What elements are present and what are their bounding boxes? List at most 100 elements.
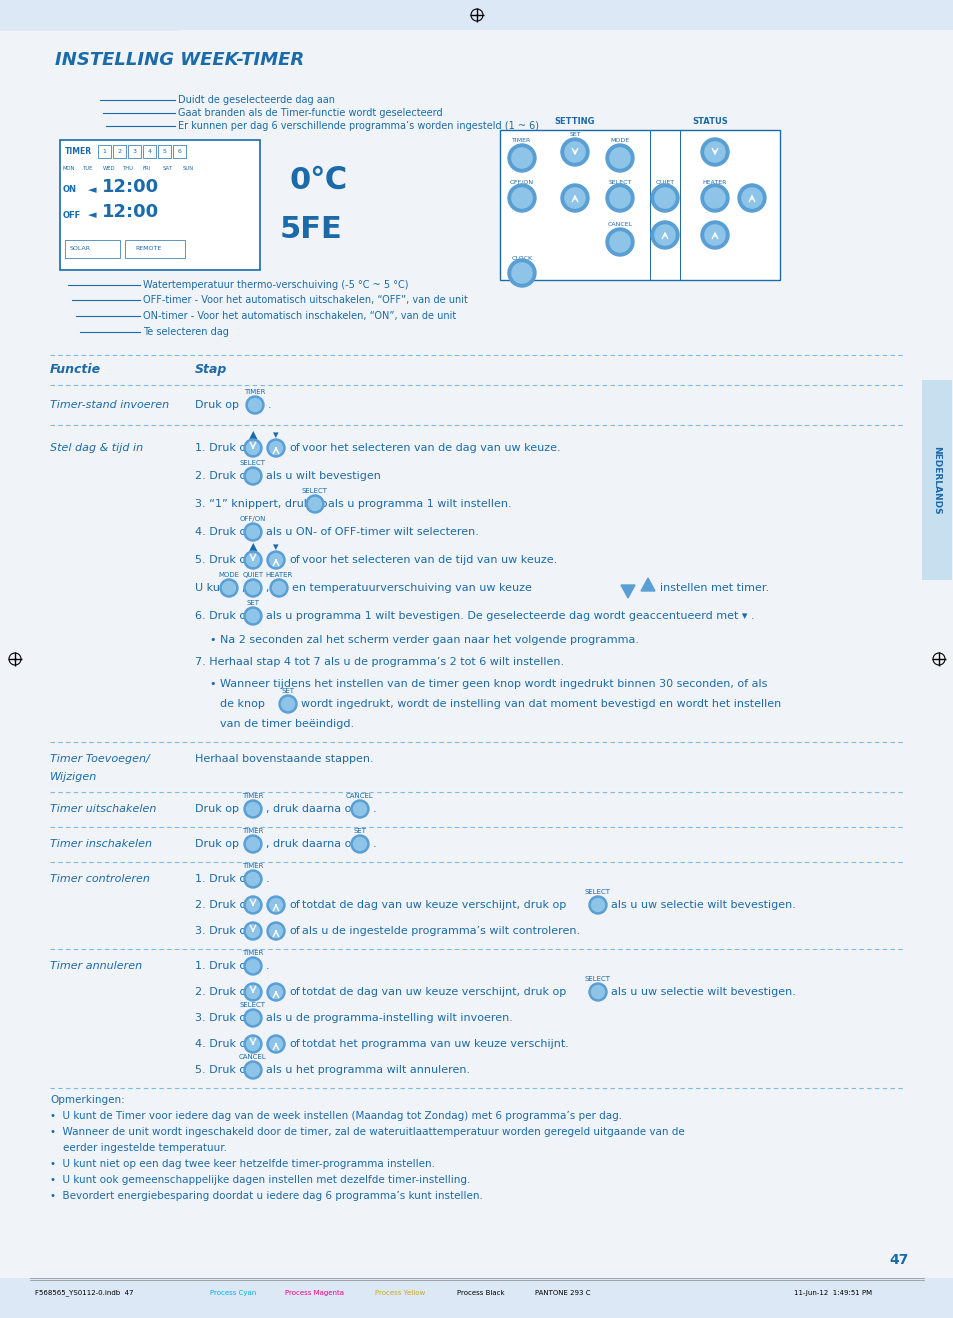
Text: en temperatuurverschuiving van uw keuze: en temperatuurverschuiving van uw keuze	[292, 583, 532, 593]
Text: ,: ,	[265, 583, 268, 593]
Text: als u wilt bevestigen: als u wilt bevestigen	[266, 471, 380, 481]
Circle shape	[605, 144, 634, 173]
Circle shape	[244, 579, 262, 597]
Text: F568565_YS0112-0.indb  47: F568565_YS0112-0.indb 47	[35, 1289, 133, 1297]
Circle shape	[270, 986, 282, 999]
Text: Duidt de geselecteerde dag aan: Duidt de geselecteerde dag aan	[178, 95, 335, 105]
Text: SUN: SUN	[183, 166, 193, 170]
Circle shape	[246, 873, 259, 886]
Text: •  U kunt ook gemeenschappelijke dagen instellen met dezelfde timer-instelling.: • U kunt ook gemeenschappelijke dagen in…	[50, 1176, 470, 1185]
Text: TIMER: TIMER	[242, 793, 263, 799]
Text: 1. Druk op: 1. Druk op	[194, 874, 253, 884]
Circle shape	[220, 579, 237, 597]
Text: MODE: MODE	[218, 572, 239, 579]
Circle shape	[246, 837, 259, 850]
Text: voor het selecteren van de tijd van uw keuze.: voor het selecteren van de tijd van uw k…	[302, 555, 557, 565]
Text: Timer controleren: Timer controleren	[50, 874, 150, 884]
Text: Stel dag & tijd in: Stel dag & tijd in	[50, 443, 143, 453]
Text: SET: SET	[569, 133, 580, 137]
Text: HEATER: HEATER	[265, 572, 293, 579]
Circle shape	[650, 221, 679, 249]
Circle shape	[704, 225, 724, 245]
Circle shape	[246, 1037, 259, 1050]
Circle shape	[244, 551, 262, 569]
Text: als u programma 1 wilt instellen.: als u programma 1 wilt instellen.	[328, 500, 511, 509]
Text: 2. Druk op: 2. Druk op	[194, 900, 253, 909]
Circle shape	[246, 1064, 259, 1077]
Circle shape	[278, 695, 296, 713]
Circle shape	[244, 523, 262, 540]
Bar	[921, 380, 951, 580]
Text: 5: 5	[162, 149, 166, 154]
Circle shape	[609, 188, 629, 208]
Circle shape	[609, 148, 629, 169]
Text: NEDERLANDS: NEDERLANDS	[931, 445, 941, 514]
Text: • Wanneer tijdens het instellen van de timer geen knop wordt ingedrukt binnen 30: • Wanneer tijdens het instellen van de t…	[210, 679, 766, 689]
Text: U kunt: U kunt	[194, 583, 232, 593]
Text: 1: 1	[103, 149, 107, 154]
Circle shape	[246, 899, 259, 912]
Circle shape	[246, 395, 264, 414]
Text: REMOTE: REMOTE	[135, 246, 161, 252]
Circle shape	[244, 983, 262, 1000]
Circle shape	[650, 185, 679, 212]
Circle shape	[267, 1035, 285, 1053]
Circle shape	[560, 138, 588, 166]
Text: de knop: de knop	[220, 699, 265, 709]
Text: 4. Druk op: 4. Druk op	[194, 1039, 253, 1049]
Circle shape	[244, 957, 262, 975]
Circle shape	[738, 185, 765, 212]
Text: SELECT: SELECT	[240, 1002, 266, 1008]
Circle shape	[273, 581, 285, 594]
Text: 5. Druk op: 5. Druk op	[194, 1065, 253, 1075]
Circle shape	[246, 924, 259, 937]
Text: Process Magenta: Process Magenta	[285, 1290, 344, 1296]
Text: 1. Druk op: 1. Druk op	[194, 443, 253, 453]
Text: ▲: ▲	[249, 430, 257, 440]
Bar	[0, 1278, 953, 1318]
Text: Opmerkingen:: Opmerkingen:	[50, 1095, 125, 1104]
Text: 12:00: 12:00	[102, 178, 159, 196]
Text: .: .	[266, 874, 270, 884]
Text: Gaat branden als de Timer-functie wordt geselecteerd: Gaat branden als de Timer-functie wordt …	[178, 108, 442, 119]
Circle shape	[244, 870, 262, 888]
Text: als u uw selectie wilt bevestigen.: als u uw selectie wilt bevestigen.	[610, 900, 795, 909]
Circle shape	[507, 260, 536, 287]
Bar	[65, 240, 120, 258]
Text: totdat het programma van uw keuze verschijnt.: totdat het programma van uw keuze versch…	[302, 1039, 568, 1049]
Text: Wijzigen: Wijzigen	[50, 772, 97, 782]
Circle shape	[351, 800, 369, 818]
Text: ▾: ▾	[273, 430, 278, 440]
Text: Functie: Functie	[50, 364, 101, 377]
Text: SELECT: SELECT	[302, 488, 328, 494]
Text: SET: SET	[281, 688, 294, 695]
Text: 47: 47	[888, 1253, 907, 1267]
Bar	[0, 0, 953, 30]
Circle shape	[246, 554, 259, 567]
Circle shape	[244, 439, 262, 457]
Text: Process Yellow: Process Yellow	[375, 1290, 425, 1296]
Circle shape	[244, 800, 262, 818]
Text: OFF/ON: OFF/ON	[510, 179, 534, 185]
Circle shape	[700, 138, 728, 166]
Text: Timer uitschakelen: Timer uitschakelen	[50, 804, 156, 815]
Circle shape	[354, 837, 366, 850]
Text: TUE: TUE	[83, 166, 93, 170]
Text: 2. Druk op: 2. Druk op	[194, 471, 253, 481]
Circle shape	[267, 439, 285, 457]
Text: Er kunnen per dag 6 verschillende programma’s worden ingesteld (1 ~ 6): Er kunnen per dag 6 verschillende progra…	[178, 121, 538, 130]
Circle shape	[700, 221, 728, 249]
Text: 5FE: 5FE	[280, 216, 342, 245]
Circle shape	[267, 923, 285, 940]
Circle shape	[246, 526, 259, 539]
Circle shape	[281, 697, 294, 710]
Text: ON-timer - Voor het automatisch inschakelen, “ON”, van de unit: ON-timer - Voor het automatisch inschake…	[143, 311, 456, 322]
Circle shape	[308, 497, 321, 510]
Circle shape	[246, 609, 259, 622]
Circle shape	[564, 142, 584, 162]
Text: 4: 4	[148, 149, 152, 154]
Text: Druk op: Druk op	[194, 399, 239, 410]
Text: als u uw selectie wilt bevestigen.: als u uw selectie wilt bevestigen.	[610, 987, 795, 996]
Text: SELECT: SELECT	[608, 179, 631, 185]
Text: OFF/ON: OFF/ON	[239, 517, 266, 522]
